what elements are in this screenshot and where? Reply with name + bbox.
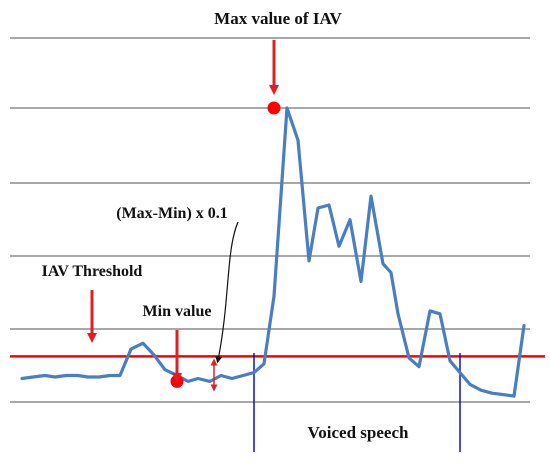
delta-pointer-curve <box>215 221 239 364</box>
voiced-speech-label: Voiced speech <box>308 423 409 442</box>
threshold-label: IAV Threshold <box>42 263 143 280</box>
iav-series <box>20 106 526 398</box>
max-value-label: Max value of IAV <box>214 9 342 28</box>
delta-label: (Max-Min) x 0.1 <box>116 205 228 222</box>
series-line <box>20 106 526 398</box>
grid-lines <box>10 37 530 403</box>
max-value-marker <box>267 101 281 115</box>
min-value-label: Min value <box>143 303 212 320</box>
